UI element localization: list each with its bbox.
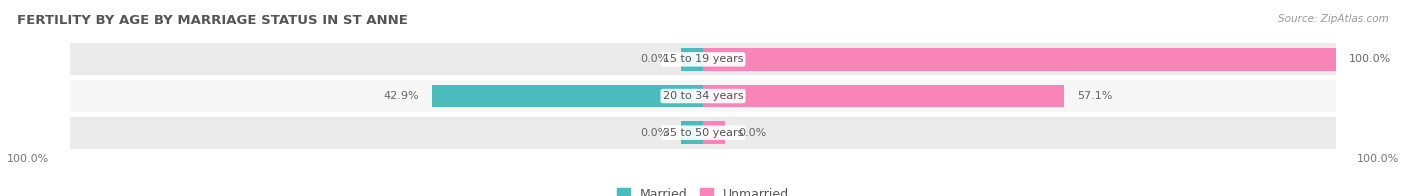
Bar bbox=[703, 48, 1336, 71]
Text: 0.0%: 0.0% bbox=[640, 128, 668, 138]
Bar bbox=[703, 85, 1064, 107]
Text: 35 to 50 years: 35 to 50 years bbox=[662, 128, 744, 138]
Bar bbox=[70, 44, 1336, 75]
Bar bbox=[432, 85, 703, 107]
Text: 100.0%: 100.0% bbox=[1348, 54, 1391, 64]
Text: 0.0%: 0.0% bbox=[738, 128, 766, 138]
Bar bbox=[703, 121, 725, 144]
Legend: Married, Unmarried: Married, Unmarried bbox=[612, 183, 794, 196]
Text: Source: ZipAtlas.com: Source: ZipAtlas.com bbox=[1278, 14, 1389, 24]
Text: 20 to 34 years: 20 to 34 years bbox=[662, 91, 744, 101]
Text: 0.0%: 0.0% bbox=[640, 54, 668, 64]
Text: FERTILITY BY AGE BY MARRIAGE STATUS IN ST ANNE: FERTILITY BY AGE BY MARRIAGE STATUS IN S… bbox=[17, 14, 408, 27]
Text: 42.9%: 42.9% bbox=[384, 91, 419, 101]
Bar bbox=[681, 121, 703, 144]
Text: 100.0%: 100.0% bbox=[7, 154, 49, 164]
Text: 15 to 19 years: 15 to 19 years bbox=[662, 54, 744, 64]
Bar bbox=[681, 48, 703, 71]
Bar bbox=[70, 80, 1336, 112]
Bar bbox=[70, 117, 1336, 149]
Text: 57.1%: 57.1% bbox=[1077, 91, 1112, 101]
Text: 100.0%: 100.0% bbox=[1357, 154, 1399, 164]
